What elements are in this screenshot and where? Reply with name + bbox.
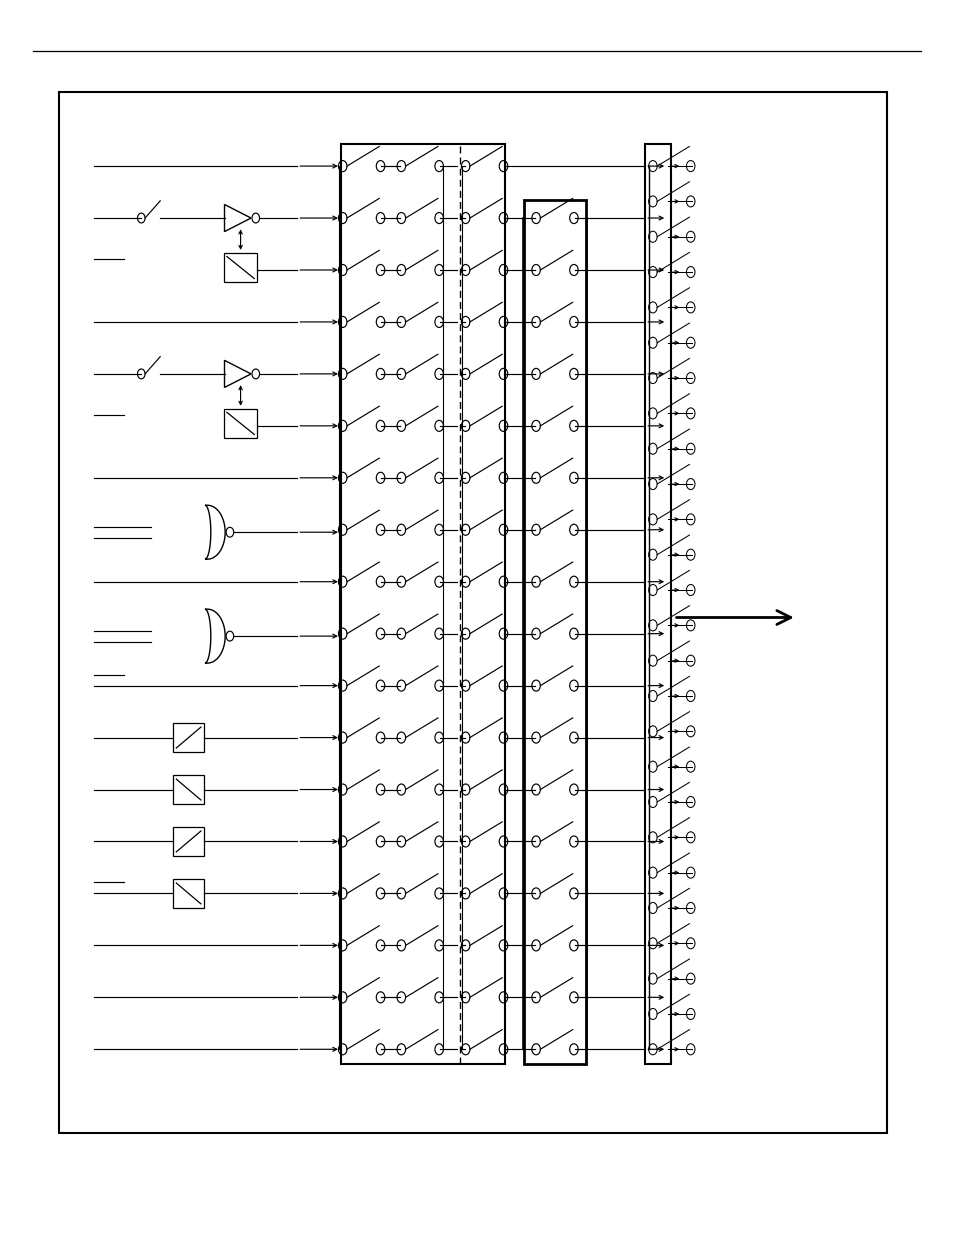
Polygon shape xyxy=(224,361,251,388)
Bar xyxy=(224,253,257,283)
Bar xyxy=(644,144,670,1065)
Bar xyxy=(173,827,204,856)
Polygon shape xyxy=(205,609,225,663)
Bar xyxy=(173,724,204,752)
Polygon shape xyxy=(205,505,225,559)
Bar xyxy=(524,200,585,1065)
Bar xyxy=(173,776,204,804)
Bar xyxy=(59,93,886,1132)
Bar xyxy=(340,144,505,1065)
Polygon shape xyxy=(224,205,251,232)
Bar xyxy=(173,879,204,908)
Bar xyxy=(224,409,257,438)
